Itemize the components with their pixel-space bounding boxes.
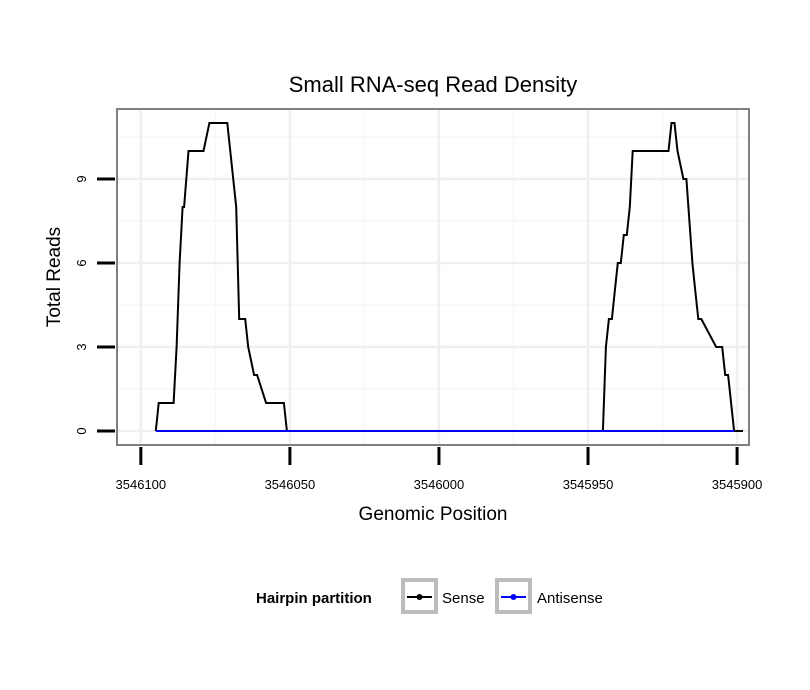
y-tick-label-2: 6 xyxy=(74,259,89,266)
chart-title: Small RNA-seq Read Density xyxy=(289,72,578,97)
legend-point-antisense xyxy=(510,594,517,600)
y-axis-label: Total Reads xyxy=(44,227,65,327)
legend-entry-sense: Sense xyxy=(401,578,485,614)
legend: Hairpin partition Sense Antisense xyxy=(256,578,603,614)
x-axis: 3546100 3546050 3546000 3545950 3545900 xyxy=(116,447,763,492)
plot-border xyxy=(116,108,750,446)
legend-entry-antisense: Antisense xyxy=(495,578,603,614)
plot-background xyxy=(117,109,749,445)
legend-label-sense: Sense xyxy=(442,590,485,607)
legend-title: Hairpin partition xyxy=(256,590,372,607)
x-tick-label-3: 3545950 xyxy=(563,477,614,492)
x-tick-label-0: 3546100 xyxy=(116,477,167,492)
y-tick-label-3: 9 xyxy=(74,175,89,182)
legend-label-antisense: Antisense xyxy=(537,590,603,607)
x-axis-label: Genomic Position xyxy=(359,504,508,525)
legend-point-sense xyxy=(416,594,423,600)
y-tick-label-0: 0 xyxy=(74,427,89,434)
series-layer xyxy=(154,122,743,432)
x-tick-label-2: 3546000 xyxy=(414,477,465,492)
y-axis: 0 3 6 9 xyxy=(74,175,115,435)
panel xyxy=(116,108,750,446)
x-tick-label-1: 3546050 xyxy=(265,477,316,492)
series-line-sense xyxy=(154,122,743,432)
x-tick-label-4: 3545900 xyxy=(712,477,763,492)
y-tick-label-1: 3 xyxy=(74,343,89,350)
